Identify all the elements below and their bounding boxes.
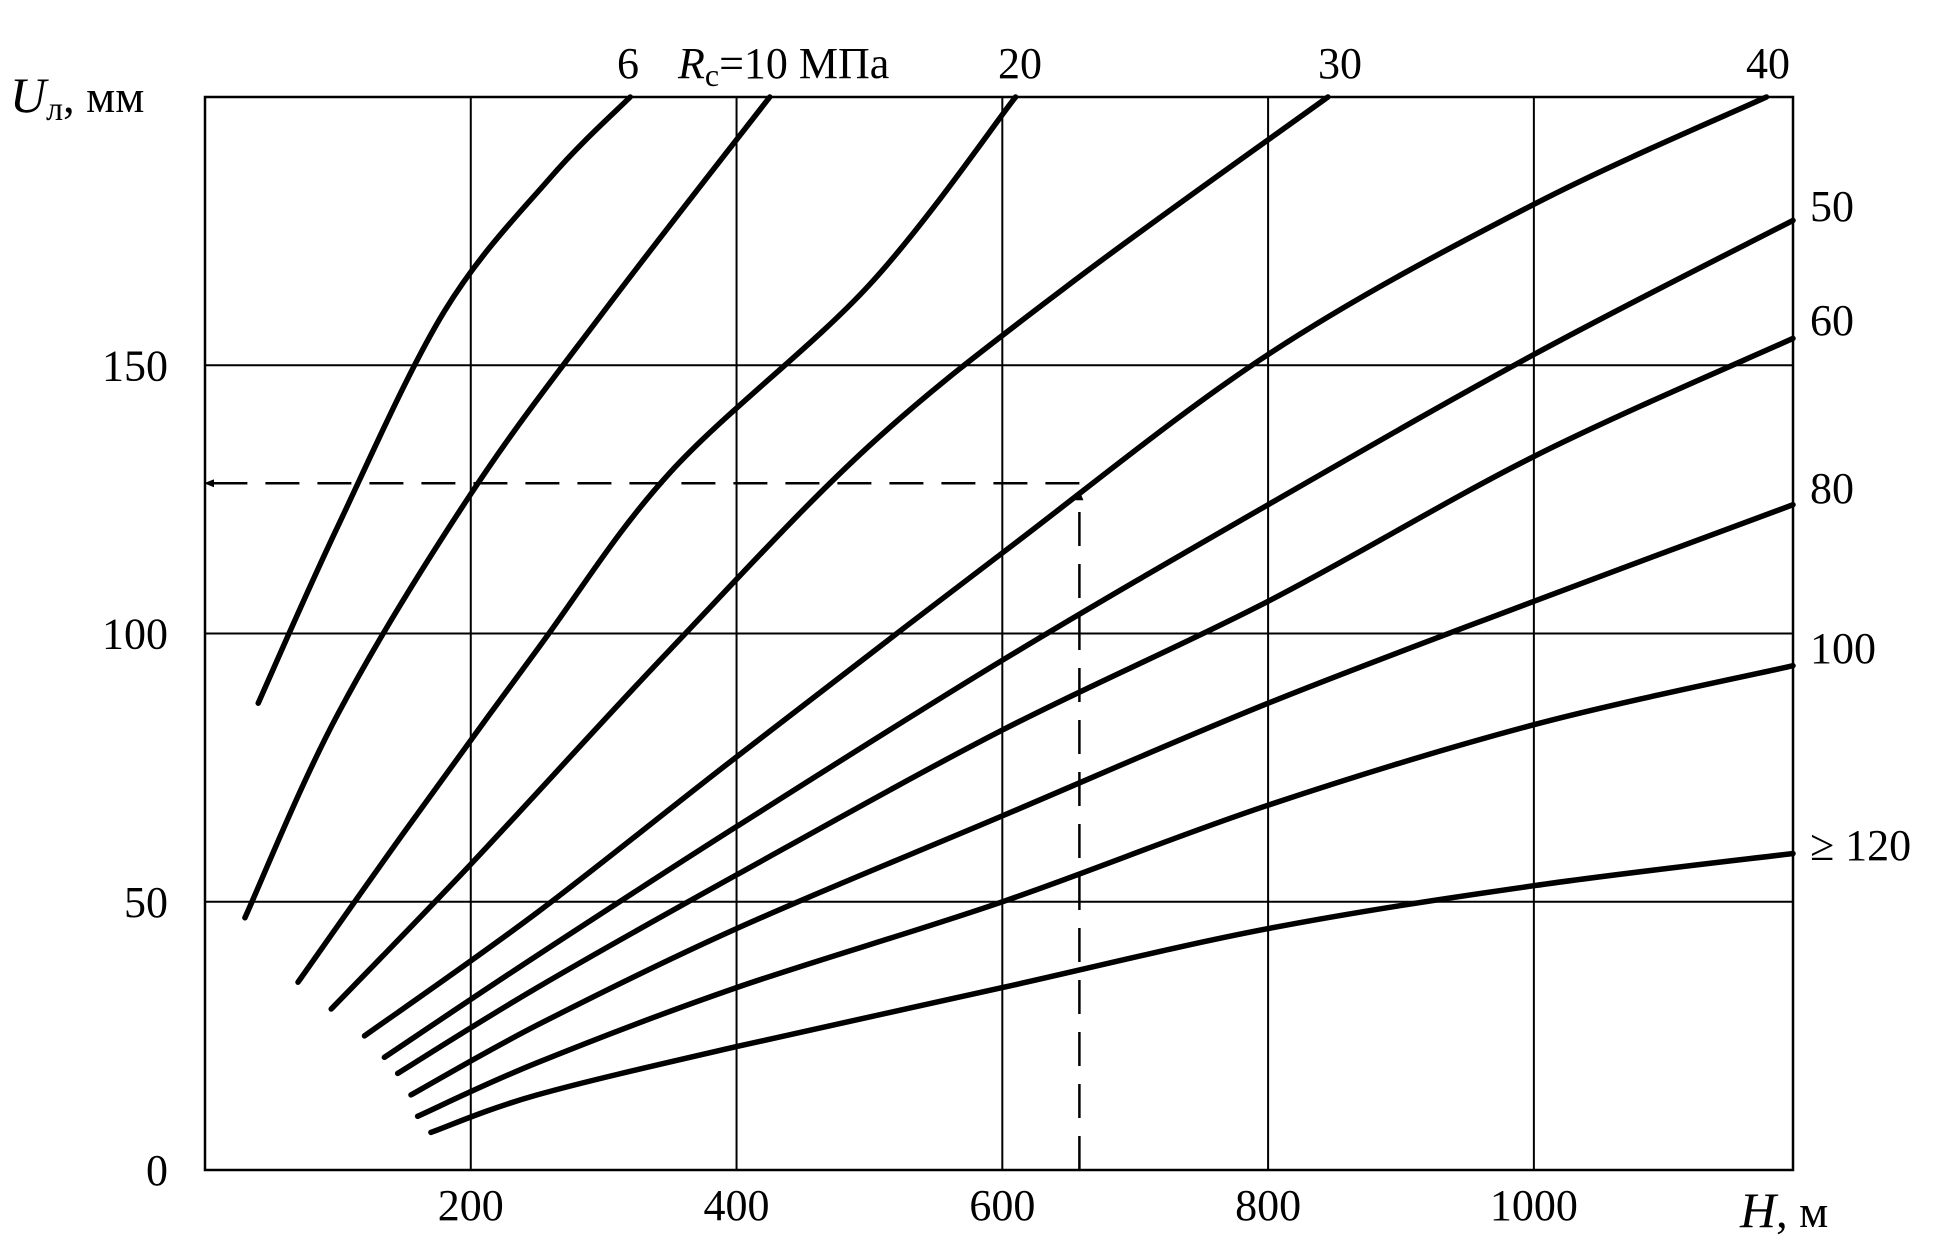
guide-lines xyxy=(204,479,1084,1170)
y-tick-label: 100 xyxy=(102,610,168,659)
curves xyxy=(242,94,1796,1136)
series-label-9: 100 xyxy=(1810,624,1876,673)
series-curve-0 xyxy=(255,94,633,706)
y-tick-label: 0 xyxy=(146,1146,168,1195)
series-label-6: 50 xyxy=(1810,182,1854,231)
y-tick-label: 50 xyxy=(124,878,168,927)
series-labels: 6 Rс=10 МПа 20 30 40 50 60 80 100 ≥ 120 xyxy=(617,39,1911,870)
series-curve-6 xyxy=(394,335,1796,1077)
series-label-3: 20 xyxy=(998,39,1042,88)
y-axis-label: Uл, мм xyxy=(10,67,144,128)
series-curve-8 xyxy=(414,662,1796,1120)
series-label-10: ≥ 120 xyxy=(1810,821,1911,870)
series-label-7: 60 xyxy=(1810,296,1854,345)
series-curve-2 xyxy=(295,94,1019,985)
series-label-rc: Rс=10 МПа xyxy=(677,39,889,93)
series-label-8: 80 xyxy=(1810,464,1854,513)
series-curve-4 xyxy=(361,94,1770,1039)
x-tick-label: 200 xyxy=(438,1181,504,1230)
series-curve-9 xyxy=(428,850,1796,1136)
series-curve-1 xyxy=(242,94,773,921)
series-curve-5 xyxy=(381,217,1796,1061)
x-axis-label: H, м xyxy=(1739,1182,1828,1238)
series-label-0: 6 xyxy=(617,39,639,88)
series-curve-3 xyxy=(328,94,1331,1012)
series-label-4: 30 xyxy=(1318,39,1362,88)
y-tick-label: 150 xyxy=(102,341,168,390)
tick-labels: 200 400 600 800 1000 0 50 100 150 xyxy=(102,341,1578,1230)
series-label-5: 40 xyxy=(1746,39,1790,88)
grid xyxy=(203,95,1795,1172)
x-tick-label: 1000 xyxy=(1490,1181,1578,1230)
x-tick-label: 600 xyxy=(969,1181,1035,1230)
x-tick-label: 400 xyxy=(704,1181,770,1230)
x-tick-label: 800 xyxy=(1235,1181,1301,1230)
series-curve-7 xyxy=(408,501,1796,1098)
